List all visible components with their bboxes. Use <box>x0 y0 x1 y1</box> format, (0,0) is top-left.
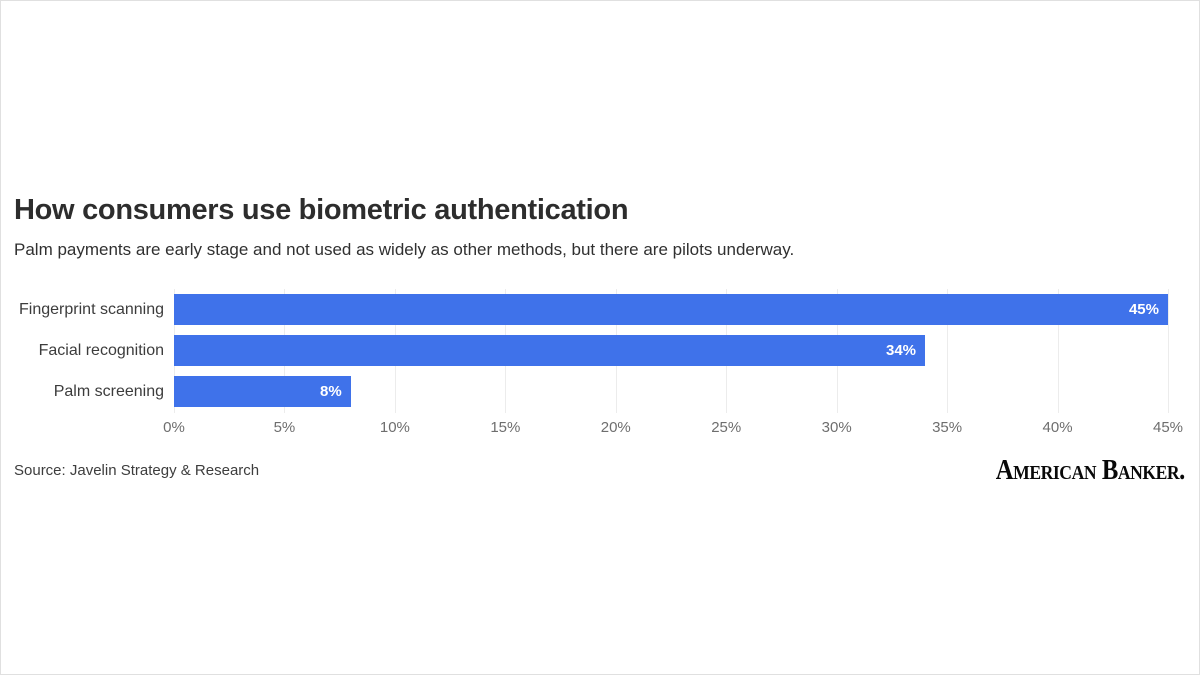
bar: 8% <box>174 376 351 407</box>
category-label: Facial recognition <box>38 342 164 359</box>
x-tick-label: 0% <box>163 419 185 436</box>
gridline <box>1057 289 1059 413</box>
x-tick-label: 45% <box>1152 419 1184 436</box>
page-title: How consumers use biometric authenticati… <box>14 194 629 226</box>
bar-value-label: 34% <box>885 342 917 359</box>
plot-area: 45% 34% 8% <box>174 289 1169 413</box>
source-note: Source: Javelin Strategy & Research <box>14 462 260 479</box>
gridline <box>1168 289 1169 413</box>
x-tick-label: 35% <box>932 419 963 436</box>
chart-subtitle: Palm payments are early stage and not us… <box>14 240 795 259</box>
american-banker-logo: American Banker. <box>995 454 1186 487</box>
category-label: Palm screening <box>53 383 164 400</box>
gridline <box>947 289 949 413</box>
x-tick-label: 20% <box>600 419 631 436</box>
x-tick-label: 40% <box>1042 419 1073 436</box>
category-label: Fingerprint scanning <box>19 301 164 318</box>
x-tick-label: 10% <box>379 419 410 436</box>
x-tick-label: 25% <box>711 419 742 436</box>
x-tick-label: 15% <box>490 419 521 436</box>
bar-value-label: 45% <box>1128 301 1159 318</box>
x-axis: 0% 5% 10% 15% 20% 25% 30% 35% 40% 45% <box>163 419 1183 439</box>
bar: 45% <box>174 294 1168 325</box>
bar-value-label: 8% <box>320 383 342 400</box>
x-tick-label: 5% <box>273 419 296 436</box>
bar: 34% <box>174 335 926 366</box>
category-axis: Fingerprint scanning Facial recognition Pa… <box>1 289 164 413</box>
x-tick-label: 30% <box>821 419 852 436</box>
